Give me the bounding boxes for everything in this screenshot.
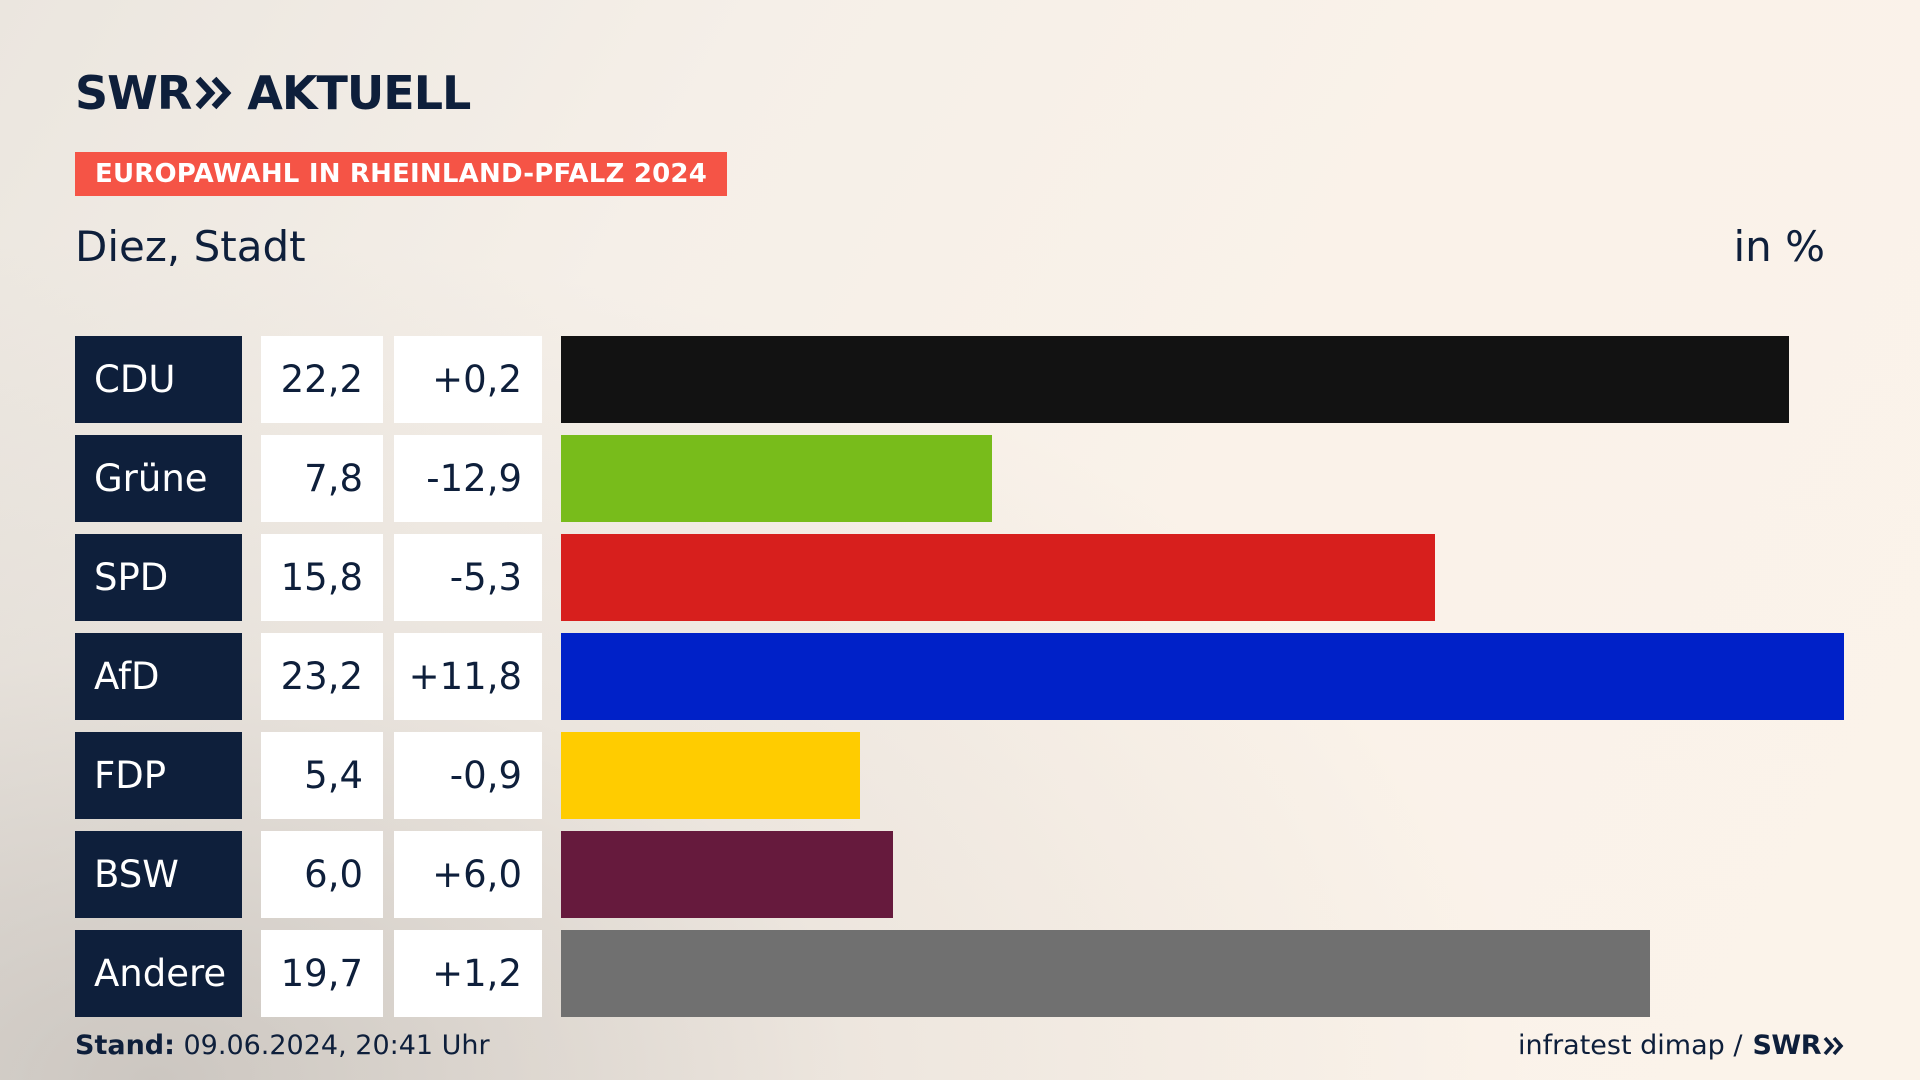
result-row: CDU 22,2 +0,2	[75, 336, 1845, 423]
swr-aktuell-logo: SWR AKTUELL	[75, 66, 471, 120]
swr-mini-logo: SWR	[1752, 1030, 1845, 1061]
result-bar	[561, 732, 860, 819]
result-bar	[561, 435, 992, 522]
election-badge: EUROPAWAHL IN RHEINLAND-PFALZ 2024	[75, 152, 727, 196]
result-row: Andere 19,7 +1,2	[75, 930, 1845, 1017]
vote-change-label: +11,8	[394, 633, 542, 720]
vote-change-label: -12,9	[394, 435, 542, 522]
result-bar	[561, 831, 893, 918]
vote-share-label: 7,8	[261, 435, 383, 522]
result-bar	[561, 336, 1789, 423]
party-label: BSW	[75, 831, 242, 918]
vote-change-label: +6,0	[394, 831, 542, 918]
double-chevron-icon	[195, 75, 233, 111]
result-bar	[561, 534, 1435, 621]
mini-chevron-icon	[1823, 1036, 1844, 1055]
region-title: Diez, Stadt	[75, 222, 306, 271]
party-label: FDP	[75, 732, 242, 819]
source-text: infratest dimap /	[1517, 1030, 1743, 1061]
result-row: BSW 6,0 +6,0	[75, 831, 1845, 918]
party-label: SPD	[75, 534, 242, 621]
vote-share-label: 6,0	[261, 831, 383, 918]
vote-share-label: 19,7	[261, 930, 383, 1017]
vote-change-label: -0,9	[394, 732, 542, 819]
vote-share-label: 23,2	[261, 633, 383, 720]
party-label: AfD	[75, 633, 242, 720]
vote-share-label: 22,2	[261, 336, 383, 423]
unit-label: in %	[1733, 222, 1825, 271]
vote-share-label: 15,8	[261, 534, 383, 621]
source-brand: SWR	[1752, 1030, 1821, 1061]
vote-change-label: -5,3	[394, 534, 542, 621]
stand-value: 09.06.2024, 20:41 Uhr	[174, 1030, 490, 1061]
party-label: Grüne	[75, 435, 242, 522]
result-row: FDP 5,4 -0,9	[75, 732, 1845, 819]
source-credit: infratest dimap / SWR	[1518, 1030, 1845, 1061]
result-row: Grüne 7,8 -12,9	[75, 435, 1845, 522]
result-row: AfD 23,2 +11,8	[75, 633, 1845, 720]
vote-share-label: 5,4	[261, 732, 383, 819]
party-label: CDU	[75, 336, 242, 423]
logo-aktuell-text: AKTUELL	[247, 66, 471, 120]
result-bar	[561, 930, 1650, 1017]
result-row: SPD 15,8 -5,3	[75, 534, 1845, 621]
vote-change-label: +0,2	[394, 336, 542, 423]
vote-change-label: +1,2	[394, 930, 542, 1017]
timestamp: Stand: 09.06.2024, 20:41 Uhr	[75, 1030, 490, 1061]
stand-label: Stand:	[75, 1030, 175, 1061]
party-label: Andere	[75, 930, 242, 1017]
logo-swr-text: SWR	[75, 66, 192, 120]
result-bar	[561, 633, 1844, 720]
